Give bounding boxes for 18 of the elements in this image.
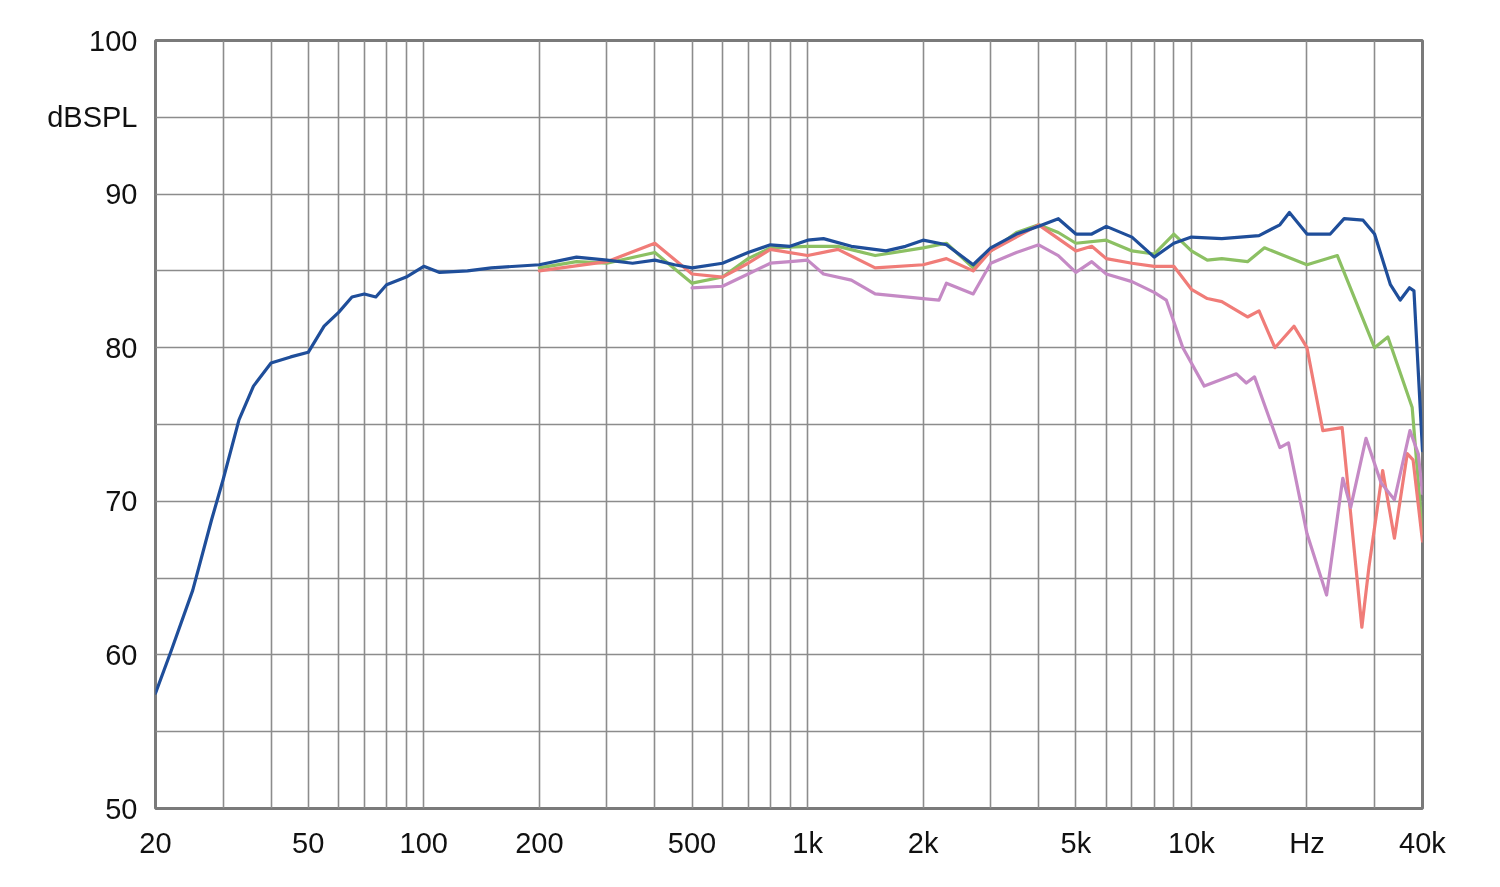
x-tick-label: Hz [1289, 826, 1325, 859]
x-tick-label: 100 [399, 826, 448, 859]
y-tick-label: 90 [105, 178, 138, 211]
x-tick-label: 50 [292, 826, 325, 859]
y-tick-label: 100 [89, 24, 138, 57]
y-tick-label: 80 [105, 331, 138, 364]
y-tick-label: dBSPL [47, 101, 138, 134]
x-tick-label: 40k [1399, 826, 1447, 859]
x-tick-label: 5k [1060, 826, 1092, 859]
x-tick-label: 500 [667, 826, 717, 859]
x-tick-label: 20 [139, 826, 172, 859]
y-tick-label: 50 [105, 792, 138, 825]
x-tick-label: 10k [1168, 826, 1216, 859]
y-tick-label: 70 [105, 485, 138, 518]
y-tick-label: 60 [105, 638, 138, 671]
x-tick-label: 1k [792, 826, 824, 859]
x-tick-label: 2k [907, 826, 939, 859]
x-tick-label: 200 [515, 826, 564, 859]
